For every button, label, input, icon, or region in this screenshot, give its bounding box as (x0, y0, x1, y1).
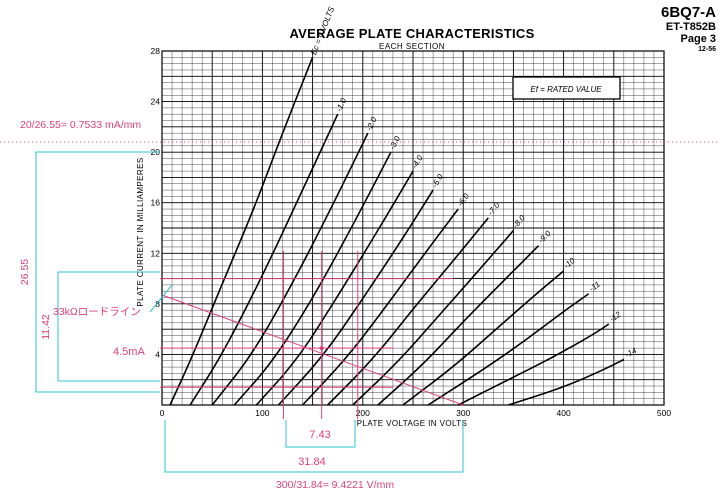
plate-curve (508, 358, 625, 406)
plate-curve (255, 170, 414, 406)
part-number: 6BQ7-A (661, 4, 716, 21)
document-code: ET-T852B (666, 21, 716, 33)
x-tick-label: 200 (356, 408, 370, 418)
plate-curve (402, 270, 565, 406)
page-number: Page 3 (681, 33, 716, 45)
plate-curve (301, 208, 459, 406)
chart-grid (161, 50, 665, 406)
scale-x-annotation: 300/31.84= 9.4221 V/mm (276, 479, 394, 491)
plate-curve (327, 217, 489, 406)
x-tick-label: 0 (160, 408, 165, 418)
plate-curve (377, 245, 540, 406)
y-tick-label: 28 (151, 46, 161, 56)
legend-text: Ef = RATED VALUE (530, 85, 602, 94)
x-tick-label: 500 (657, 408, 671, 418)
x-tick-label: 400 (557, 408, 571, 418)
y-axis-label: PLATE CURRENT IN MILLIAMPERES (136, 157, 145, 306)
chart-title: AVERAGE PLATE CHARACTERISTICS (289, 26, 534, 41)
plate-curve (169, 57, 314, 406)
current-4-5ma: 4.5mA (113, 346, 145, 358)
plate-curve (427, 293, 590, 406)
x-tick-label: 300 (456, 408, 470, 418)
dimension-26-55: 26.55 (19, 259, 31, 285)
legend-box: Ef = RATED VALUE (512, 76, 621, 100)
load-line (161, 294, 464, 406)
y-tick-label: 24 (151, 97, 161, 107)
dimension-7-43: 7.43 (309, 429, 330, 441)
x-tick-labels: 0 100 200 300 400 500 (160, 408, 672, 418)
y-tick-label: 16 (151, 198, 161, 208)
dimension-31-84: 31.84 (298, 456, 326, 468)
y-tick-label: 12 (151, 248, 161, 258)
plate-curve (233, 151, 392, 406)
y-tick-label: 4 (155, 349, 160, 359)
x-axis-label: PLATE VOLTAGE IN VOLTS (357, 419, 467, 428)
operating-point (319, 346, 324, 351)
plate-curve (277, 189, 434, 406)
analysis-overlay: 20/26.55= 0.7533 mA/mm 26.55 11.42 33kΩロ… (0, 119, 720, 491)
document-date: 12-56 (698, 46, 716, 53)
scale-y-annotation: 20/26.55= 0.7533 mA/mm (20, 119, 141, 131)
load-line-label: 33kΩロードライン (53, 306, 141, 318)
plate-curve (457, 323, 610, 406)
plate-curve (352, 230, 515, 406)
chart-subtitle: EACH SECTION (379, 42, 445, 51)
x-tick-label: 100 (255, 408, 269, 418)
y-tick-label: 8 (155, 299, 160, 309)
dimension-11-42: 11.42 (40, 314, 52, 340)
